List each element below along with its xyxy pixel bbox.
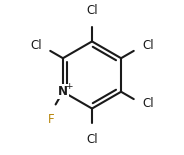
Text: N: N bbox=[58, 85, 68, 98]
Text: Cl: Cl bbox=[30, 40, 42, 53]
Text: Cl: Cl bbox=[86, 4, 98, 17]
Text: +: + bbox=[65, 82, 72, 91]
Text: Cl: Cl bbox=[142, 97, 154, 111]
Text: Cl: Cl bbox=[86, 133, 98, 146]
Text: F: F bbox=[47, 113, 54, 126]
Text: Cl: Cl bbox=[142, 40, 154, 53]
